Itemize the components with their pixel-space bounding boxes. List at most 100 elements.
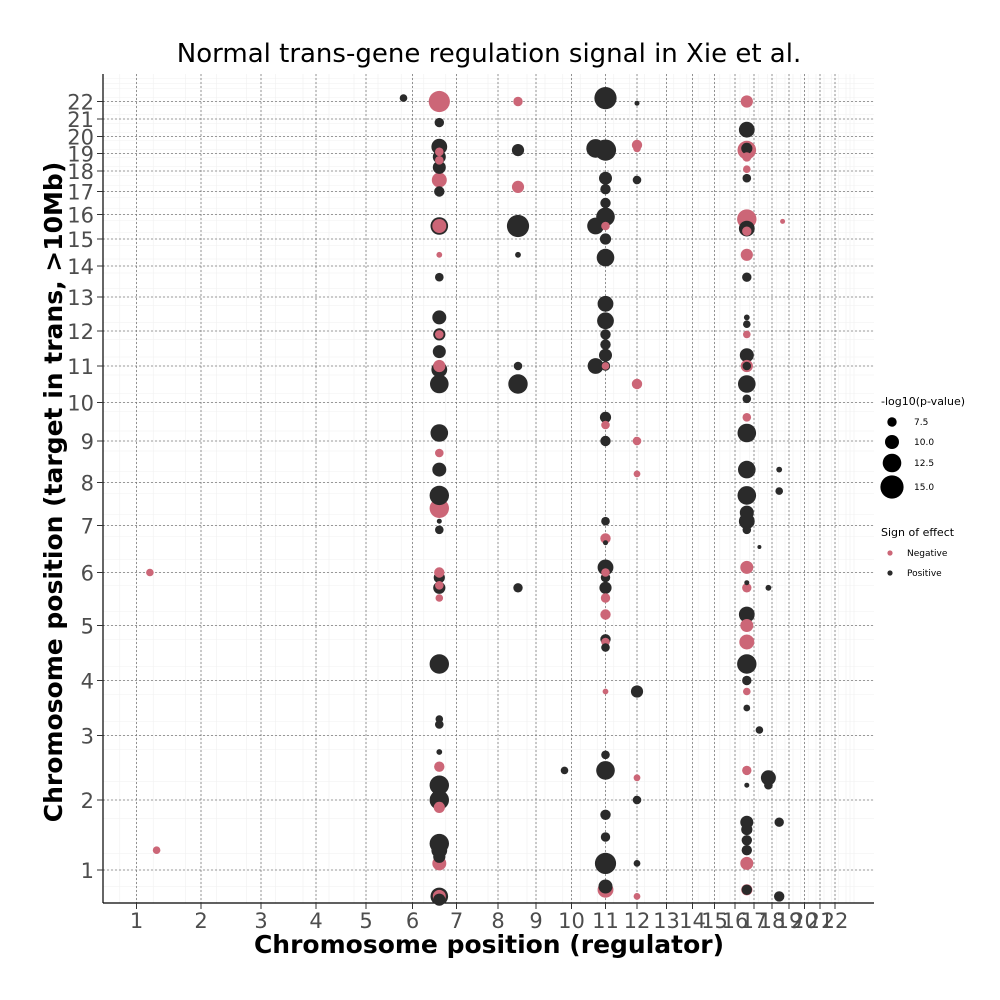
point-negative [602, 688, 609, 695]
point-negative [434, 567, 445, 578]
point-positive [739, 505, 754, 520]
x-tick-label: 11 [592, 909, 619, 933]
point-positive [741, 835, 752, 846]
point-negative [435, 581, 444, 590]
point-positive [599, 348, 612, 362]
point-positive [601, 643, 610, 652]
data-points [146, 87, 786, 906]
point-positive [742, 361, 752, 371]
point-positive [599, 581, 612, 594]
x-tick-label: 3 [254, 909, 267, 933]
point-negative [601, 420, 610, 430]
point-positive [506, 214, 530, 238]
point-negative [511, 180, 525, 193]
point-positive [597, 295, 614, 312]
y-tick-label: 4 [81, 670, 94, 694]
x-tick-label: 10 [558, 909, 585, 933]
y-tick-label: 11 [67, 355, 94, 379]
grid-major [103, 74, 874, 903]
point-negative [435, 594, 444, 602]
point-positive [599, 411, 612, 423]
y-tick-label: 9 [81, 430, 94, 454]
x-axis-title: Chromosome position (regulator) [254, 930, 724, 959]
point-positive [432, 160, 446, 174]
x-tick-label: 9 [529, 909, 542, 933]
point-negative [633, 774, 641, 782]
point-positive [737, 654, 757, 674]
point-positive [737, 486, 757, 505]
point-positive [432, 462, 447, 477]
point-positive [430, 374, 449, 394]
point-positive [741, 845, 752, 856]
y-tick-label: 20 [67, 126, 94, 150]
point-positive [560, 766, 569, 775]
x-tick-label: 12 [624, 909, 651, 933]
point-positive [600, 339, 611, 350]
legend-size-key [880, 475, 904, 499]
point-positive [764, 780, 773, 790]
point-negative [742, 152, 752, 162]
point-positive [596, 248, 615, 267]
point-positive [633, 860, 641, 867]
point-negative [601, 362, 610, 370]
point-positive [742, 394, 752, 404]
point-positive [743, 704, 751, 712]
y-tick-label: 6 [81, 562, 94, 586]
point-positive [600, 809, 611, 820]
x-tick-label: 4 [309, 909, 322, 933]
point-positive [603, 540, 608, 546]
y-tick-label: 19 [67, 143, 94, 167]
point-negative [740, 95, 753, 108]
point-negative [740, 248, 753, 261]
x-tick-label: 8 [491, 909, 504, 933]
point-positive [596, 761, 615, 780]
point-negative [152, 846, 161, 854]
y-tick-label: 18 [67, 160, 94, 184]
point-negative [633, 470, 641, 478]
point-negative [740, 856, 754, 870]
point-positive [738, 375, 756, 393]
point-positive [587, 358, 604, 374]
point-positive [739, 348, 754, 363]
point-negative [743, 687, 751, 696]
point-positive [743, 314, 750, 321]
y-tick-label: 14 [67, 255, 94, 279]
point-negative [633, 893, 641, 900]
y-axis-title: Chromosome position (target in trans, >1… [39, 162, 68, 822]
point-positive [742, 173, 752, 183]
point-positive [429, 654, 449, 674]
point-positive [600, 832, 611, 842]
legend-size-key [882, 453, 902, 473]
point-positive [738, 121, 755, 138]
point-positive [634, 100, 640, 106]
point-positive [737, 423, 757, 443]
point-positive [434, 117, 444, 128]
point-negative [742, 583, 752, 593]
point-positive [601, 750, 610, 760]
point-positive [511, 144, 525, 157]
point-negative [780, 218, 786, 224]
x-tick-label: 1 [130, 909, 143, 933]
point-positive [600, 435, 611, 447]
point-negative [433, 801, 445, 814]
x-tick-label: 15 [701, 909, 728, 933]
point-positive [774, 817, 784, 827]
point-positive [632, 795, 642, 805]
legend-size-label: 12.5 [914, 459, 934, 469]
point-positive [594, 87, 617, 110]
y-tick-label: 2 [81, 789, 94, 813]
point-negative [740, 560, 754, 574]
y-tick-label: 10 [67, 392, 94, 416]
chart-title: Normal trans-gene regulation signal in X… [177, 39, 801, 69]
y-tick-label: 1 [81, 859, 94, 883]
point-negative [739, 634, 755, 650]
point-positive [760, 770, 776, 786]
legend-size-label: 10.0 [914, 438, 934, 448]
point-negative [600, 533, 611, 544]
point-positive [600, 197, 611, 209]
point-negative [432, 219, 447, 233]
point-negative [435, 448, 444, 458]
y-tick-label: 15 [67, 228, 94, 252]
point-positive [508, 374, 528, 394]
